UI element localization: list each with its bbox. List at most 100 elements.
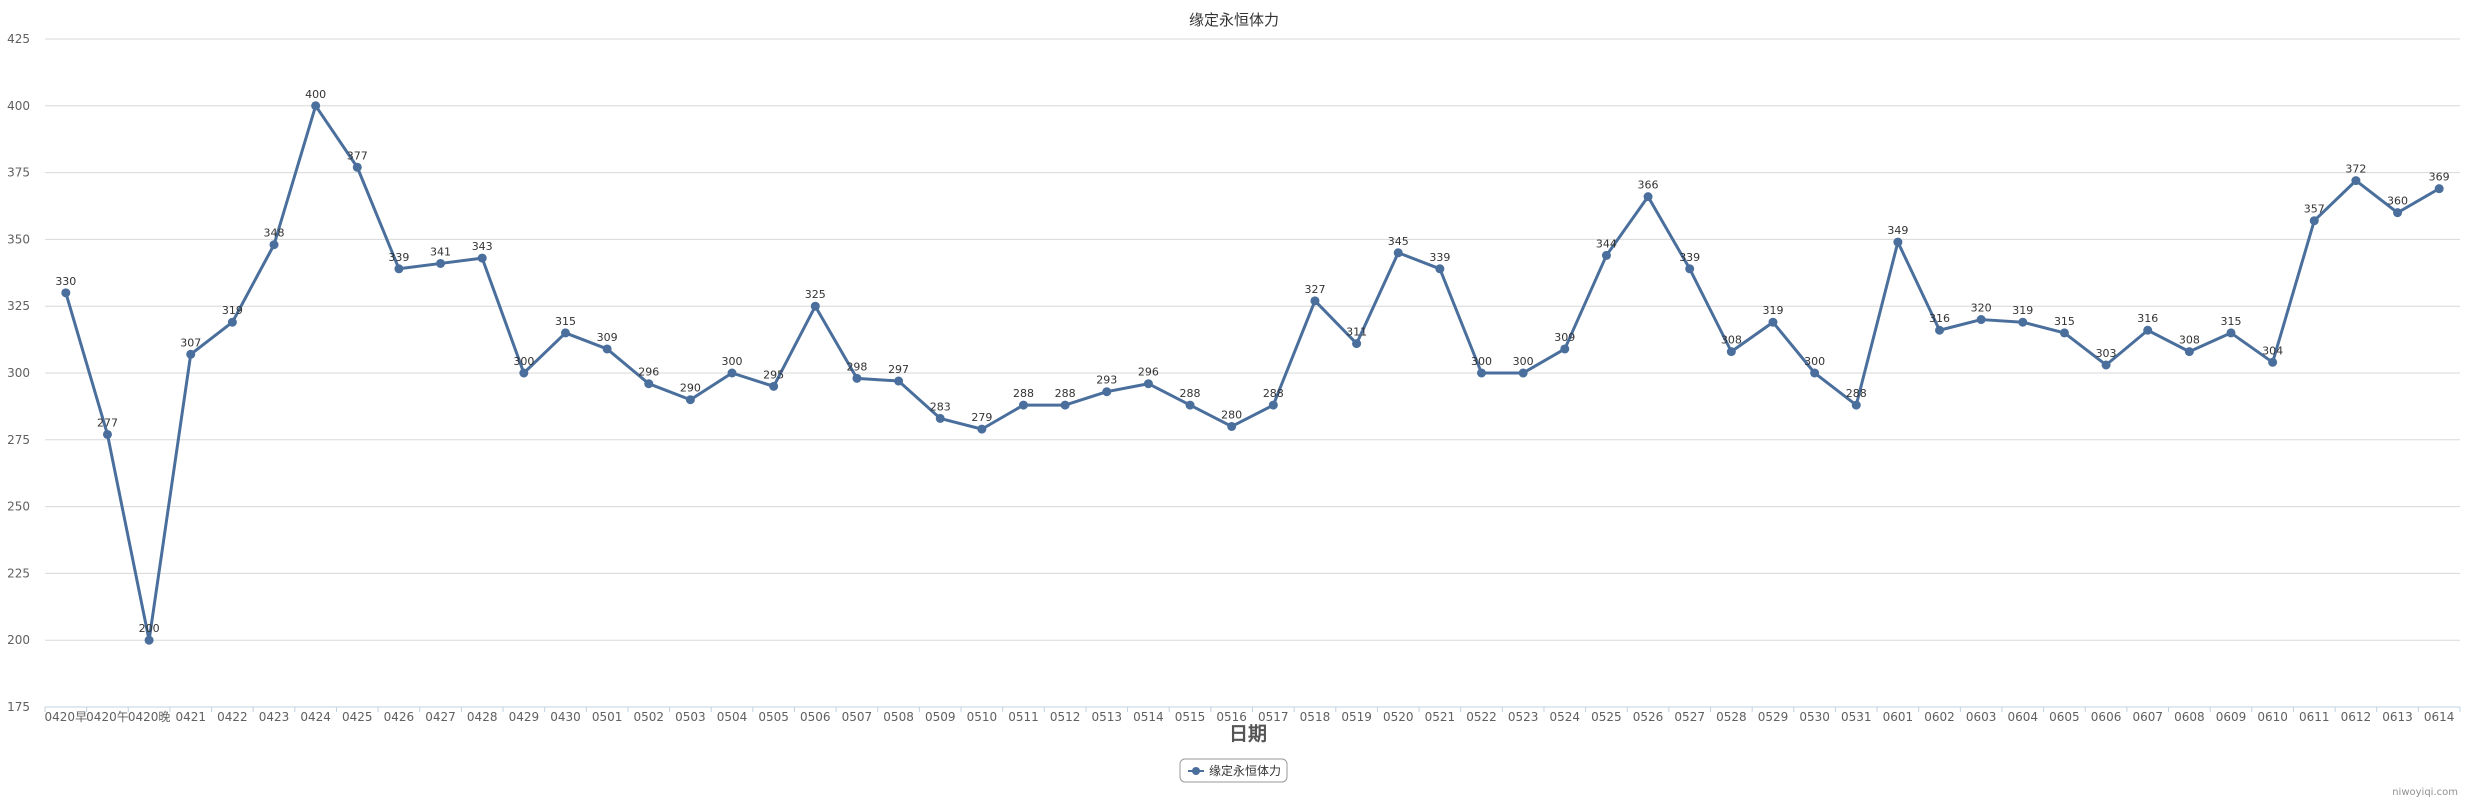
data-point[interactable] <box>1018 400 1028 410</box>
data-point[interactable] <box>894 376 904 386</box>
data-point[interactable] <box>1893 237 1903 247</box>
data-point[interactable] <box>2309 216 2319 226</box>
data-label: 344 <box>1596 237 1617 250</box>
data-point[interactable] <box>394 264 404 274</box>
grid-lines <box>45 38 2460 708</box>
data-point[interactable] <box>1601 250 1611 260</box>
data-label: 372 <box>2345 163 2366 176</box>
data-label: 280 <box>1221 408 1242 421</box>
data-point[interactable] <box>1060 400 1070 410</box>
x-tick-label: 0504 <box>717 710 748 724</box>
data-point[interactable] <box>769 381 779 391</box>
data-point[interactable] <box>1310 296 1320 306</box>
x-tick-label: 0527 <box>1674 710 1705 724</box>
legend-box[interactable] <box>1179 758 1288 783</box>
x-tick-label: 0602 <box>1924 710 1955 724</box>
legend-marker-symbol <box>1192 767 1200 775</box>
data-point[interactable] <box>2143 325 2153 335</box>
x-tick-label: 0522 <box>1466 710 1497 724</box>
data-point[interactable] <box>1560 344 1570 354</box>
data-label: 300 <box>513 355 534 368</box>
data-point[interactable] <box>2184 347 2194 357</box>
data-label: 303 <box>2096 347 2117 360</box>
x-tick-label: 0613 <box>2382 710 2413 724</box>
x-tick-label: 0524 <box>1550 710 1581 724</box>
data-label: 300 <box>1471 355 1492 368</box>
legend[interactable]: 缘定永恒体力 <box>1179 758 1288 783</box>
data-point[interactable] <box>685 395 695 405</box>
data-point[interactable] <box>1435 264 1445 274</box>
data-point[interactable] <box>810 301 820 311</box>
data-point[interactable] <box>144 635 154 645</box>
data-point[interactable] <box>1935 325 1945 335</box>
data-point[interactable] <box>1518 368 1528 378</box>
data-point[interactable] <box>1143 379 1153 389</box>
data-label: 200 <box>139 622 160 635</box>
x-tick-label: 0608 <box>2174 710 2205 724</box>
data-point[interactable] <box>61 288 71 298</box>
data-point[interactable] <box>1643 192 1653 202</box>
x-tick-label: 0610 <box>2257 710 2288 724</box>
x-tick-label: 0606 <box>2091 710 2122 724</box>
data-point[interactable] <box>102 429 112 439</box>
data-point[interactable] <box>977 424 987 434</box>
data-point[interactable] <box>311 101 321 111</box>
data-point[interactable] <box>2434 184 2444 194</box>
data-point[interactable] <box>1685 264 1695 274</box>
y-axis-ticks: 175 200 225 250 275 300 325 350 375 400 425 <box>7 32 30 714</box>
data-label: 296 <box>638 366 659 379</box>
data-point[interactable] <box>227 317 237 327</box>
data-point[interactable] <box>2226 328 2236 338</box>
data-point[interactable] <box>436 258 446 268</box>
data-point[interactable] <box>2018 317 2028 327</box>
data-point[interactable] <box>602 344 612 354</box>
data-point[interactable] <box>269 240 279 250</box>
data-point[interactable] <box>560 328 570 338</box>
data-point[interactable] <box>519 368 529 378</box>
x-tick-label: 0501 <box>592 710 623 724</box>
data-point[interactable] <box>186 349 196 359</box>
data-point[interactable] <box>1976 315 1986 325</box>
data-point[interactable] <box>2059 328 2069 338</box>
data-point[interactable] <box>1185 400 1195 410</box>
data-point[interactable] <box>2351 176 2361 186</box>
x-tick-label: 0506 <box>800 710 831 724</box>
data-point[interactable] <box>1102 387 1112 397</box>
data-point[interactable] <box>1393 248 1403 258</box>
data-point[interactable] <box>352 162 362 172</box>
data-point[interactable] <box>477 253 487 263</box>
data-point[interactable] <box>1810 368 1820 378</box>
data-point[interactable] <box>1227 421 1237 431</box>
data-point[interactable] <box>2393 208 2403 218</box>
data-point[interactable] <box>1726 347 1736 357</box>
series-line[interactable] <box>64 104 2440 642</box>
data-point[interactable] <box>1352 339 1362 349</box>
data-label: 377 <box>347 149 368 162</box>
credits-text[interactable]: niwoyiqi.com <box>2392 787 2458 798</box>
data-point[interactable] <box>1851 400 1861 410</box>
legend-label[interactable]: 缘定永恒体力 <box>1209 763 1281 778</box>
data-point[interactable] <box>852 373 862 383</box>
data-label: 345 <box>1388 235 1409 248</box>
x-tick-label: 0425 <box>342 710 373 724</box>
y-tick-label: 250 <box>7 500 30 514</box>
data-label: 349 <box>1887 224 1908 237</box>
y-tick-label: 350 <box>7 232 30 246</box>
data-label: 308 <box>1721 334 1742 347</box>
x-tick-label: 0424 <box>300 710 331 724</box>
data-label: 400 <box>305 88 326 101</box>
x-tick-label: 0528 <box>1716 710 1747 724</box>
x-tick-label: 0509 <box>925 710 956 724</box>
data-point[interactable] <box>1268 400 1278 410</box>
data-point[interactable] <box>727 368 737 378</box>
x-tick-label: 0511 <box>1008 710 1039 724</box>
data-point[interactable] <box>2268 357 2278 367</box>
data-point[interactable] <box>1768 317 1778 327</box>
data-point[interactable] <box>644 379 654 389</box>
data-label: 288 <box>1180 387 1201 400</box>
data-point[interactable] <box>935 413 945 423</box>
data-point[interactable] <box>2101 360 2111 370</box>
data-point[interactable] <box>1477 368 1487 378</box>
data-label: 319 <box>1762 304 1783 317</box>
